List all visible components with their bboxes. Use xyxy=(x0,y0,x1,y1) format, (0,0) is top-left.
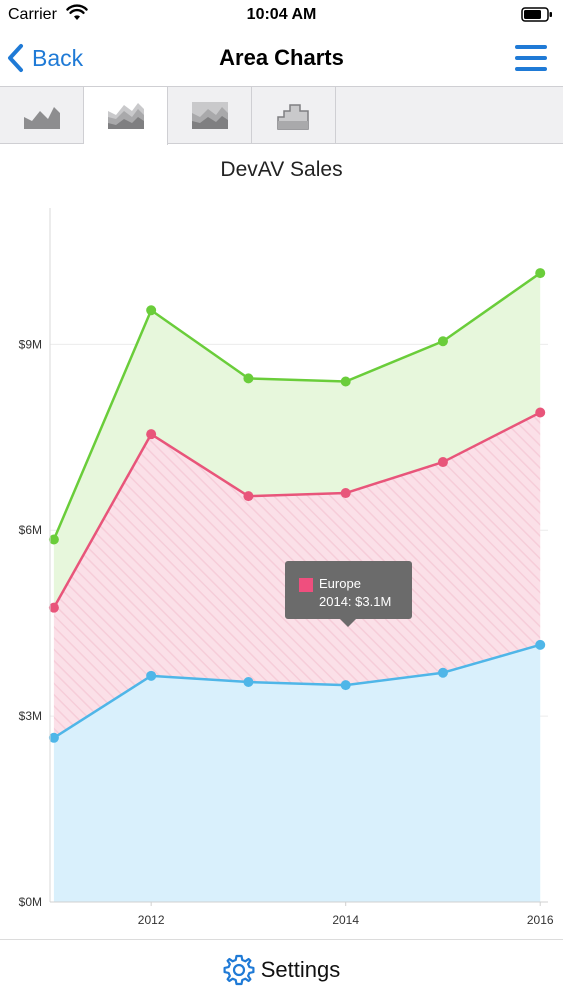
data-point xyxy=(146,305,157,316)
chart-type-tabs xyxy=(0,86,563,145)
x-tick-label: 2012 xyxy=(138,913,165,927)
data-point xyxy=(243,373,254,384)
data-point xyxy=(437,457,448,468)
tab-step-area-chart[interactable] xyxy=(252,87,336,144)
area-series-1 xyxy=(53,644,541,902)
stacked-area-chart-icon xyxy=(107,103,144,129)
data-point xyxy=(340,680,351,691)
tab-area-chart[interactable] xyxy=(0,87,84,144)
y-tick-label: $0M xyxy=(19,895,42,909)
battery-icon xyxy=(521,7,552,22)
y-tick-label: $3M xyxy=(19,709,42,723)
line-series-1 xyxy=(53,643,541,739)
data-point xyxy=(243,491,254,502)
data-point xyxy=(437,336,448,347)
tooltip-swatch xyxy=(299,578,313,592)
tab-full-stacked-area-chart[interactable] xyxy=(168,87,252,144)
data-point xyxy=(535,407,546,418)
data-point xyxy=(146,670,157,681)
data-point xyxy=(340,376,351,387)
chart-container: DevAV Sales $0M $3M $6M $9M 2012 2014 2016 Eur… xyxy=(0,144,563,939)
status-time: 10:04 AM xyxy=(246,6,317,23)
area-chart-icon xyxy=(23,106,60,129)
data-point xyxy=(437,667,448,678)
tab-stacked-area-chart[interactable] xyxy=(84,87,168,145)
data-point xyxy=(48,534,59,545)
data-point xyxy=(340,488,351,499)
navigation-bar: Back Area Charts xyxy=(0,30,563,86)
back-button[interactable]: Back xyxy=(6,40,83,76)
x-tick-label: 2014 xyxy=(332,913,359,927)
x-tick-label: 2016 xyxy=(527,913,554,927)
area-series-3 xyxy=(53,273,541,608)
data-point xyxy=(535,639,546,650)
hamburger-menu-button[interactable] xyxy=(513,43,549,73)
step-area-chart-icon xyxy=(276,103,309,130)
bottom-toolbar: Settings xyxy=(0,939,563,1000)
data-point xyxy=(243,677,254,688)
chevron-left-icon xyxy=(8,44,23,72)
settings-label: Settings xyxy=(260,957,341,982)
carrier-label: Carrier xyxy=(8,6,57,23)
tooltip-series-name: Europe xyxy=(319,576,361,591)
y-tick-label: $6M xyxy=(19,523,42,537)
back-label: Back xyxy=(32,44,84,71)
chart-title: DevAV Sales xyxy=(220,158,343,181)
wifi-icon xyxy=(66,4,88,20)
status-bar: Carrier 10:04 AM xyxy=(0,0,563,30)
data-point xyxy=(535,268,546,279)
full-stacked-area-chart-icon xyxy=(191,101,228,129)
page-title: Area Charts xyxy=(219,45,344,70)
stacked-area-chart[interactable]: $0M $3M $6M $9M 2012 2014 2016 xyxy=(0,144,563,939)
y-tick-label: $9M xyxy=(19,337,42,351)
line-series-3 xyxy=(52,272,541,540)
data-point xyxy=(48,732,59,743)
settings-button[interactable]: Settings xyxy=(0,954,563,986)
data-point xyxy=(48,602,59,613)
tooltip-value: 2014: $3.1M xyxy=(319,594,392,609)
hamburger-menu-icon xyxy=(515,45,547,49)
chart-tooltip: Europe 2014: $3.1M xyxy=(285,561,412,627)
data-point xyxy=(146,429,157,440)
line-series-2 xyxy=(52,411,541,609)
gear-icon xyxy=(223,954,255,986)
